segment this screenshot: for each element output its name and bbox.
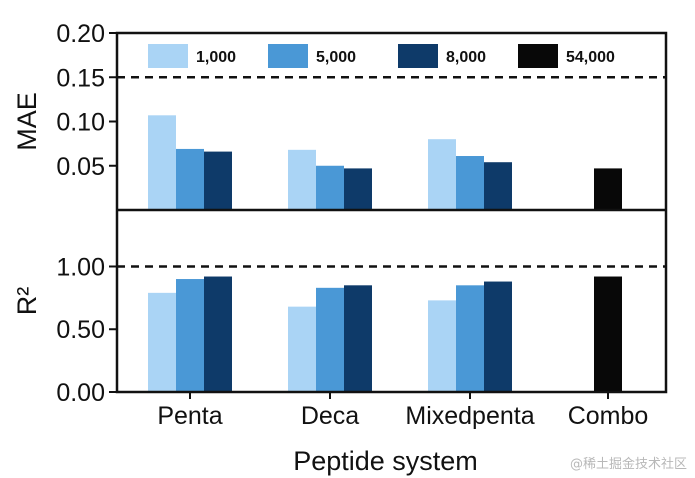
y-axis-title-r2: R² (12, 287, 42, 316)
bar-r2-penta-1000 (148, 292, 176, 392)
bar-mae-penta-5000 (176, 148, 204, 210)
bar-mae-penta-8000 (204, 151, 232, 210)
bar-r2-deca-8000 (344, 285, 372, 392)
bar-mae-penta-1000 (148, 115, 176, 210)
bar-r2-deca-5000 (316, 287, 344, 392)
legend-swatch-5000 (268, 44, 308, 68)
bar-mae-deca-8000 (344, 168, 372, 210)
legend-label-8000: 8,000 (446, 49, 486, 66)
bar-mae-mixedpenta-8000 (484, 162, 512, 210)
x-tick-label-penta: Penta (157, 402, 222, 430)
bar-mae-mixedpenta-5000 (456, 156, 484, 210)
y-tick-label: 0.50 (56, 316, 105, 344)
y-tick-label: 1.00 (56, 253, 105, 281)
y-tick-label: 0.10 (56, 109, 105, 137)
bar-r2-mixedpenta-1000 (428, 300, 456, 392)
x-axis-title: Peptide system (293, 446, 478, 476)
legend-swatch-1000 (148, 44, 188, 68)
legend-swatch-8000 (398, 44, 438, 68)
y-tick-label: 0.15 (56, 64, 105, 92)
bar-r2-penta-5000 (176, 279, 204, 392)
bar-r2-mixedpenta-5000 (456, 285, 484, 392)
watermark: @稀土掘金技术社区 (569, 457, 687, 472)
y-axis-title-mae: MAE (12, 92, 42, 151)
bar-r2-mixedpenta-8000 (484, 281, 512, 392)
bar-mae-deca-1000 (288, 149, 316, 210)
x-tick-label-combo: Combo (568, 402, 649, 430)
x-tick-label-deca: Deca (301, 402, 359, 430)
y-tick-label: 0.05 (56, 153, 105, 181)
x-tick-label-mixedpenta: Mixedpenta (405, 402, 534, 430)
legend-label-5000: 5,000 (316, 49, 356, 66)
legend-label-1000: 1,000 (196, 49, 236, 66)
bar-mae-deca-5000 (316, 165, 344, 210)
bar-mae-combo-54000 (594, 168, 622, 210)
bar-r2-combo-54000 (594, 276, 622, 392)
y-tick-label: 0.00 (56, 379, 105, 407)
legend-swatch-54000 (518, 44, 558, 68)
legend-label-54000: 54,000 (566, 49, 615, 66)
bar-mae-mixedpenta-1000 (428, 139, 456, 210)
bar-r2-deca-1000 (288, 306, 316, 392)
bar-r2-penta-8000 (204, 276, 232, 392)
y-tick-label: 0.20 (56, 20, 105, 48)
plot-frame (115, 31, 668, 394)
